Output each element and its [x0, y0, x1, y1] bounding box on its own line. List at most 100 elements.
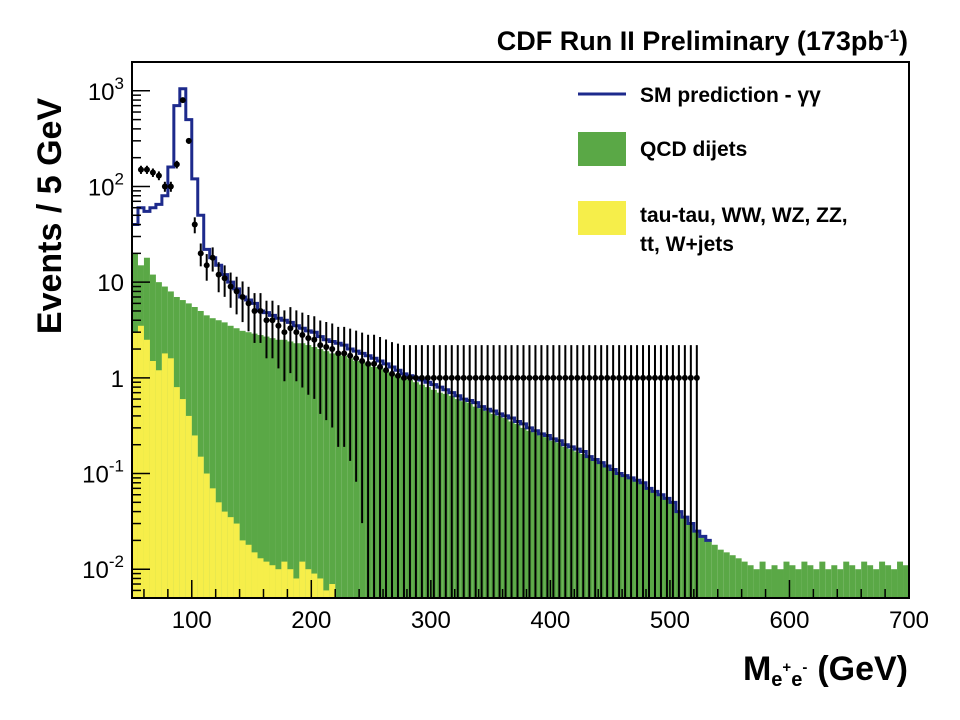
qcd-bar [245, 332, 252, 598]
data-point [245, 300, 252, 307]
data-point [669, 374, 676, 381]
qcd-bar [269, 338, 276, 598]
data-point [598, 374, 605, 381]
data-point [233, 288, 240, 295]
qcd-bar [275, 339, 282, 598]
data-point [478, 374, 485, 381]
data-point [562, 374, 569, 381]
qcd-bar [251, 333, 258, 598]
plot-area: 100 200 300 400 500 600 700 10-2 10-1 1 10 102 103 [82, 61, 929, 634]
data-point [430, 374, 437, 381]
qcd-bar [711, 544, 718, 598]
qcd-bar [903, 565, 909, 598]
ewk-bar [143, 339, 150, 598]
data-point [616, 374, 623, 381]
data-point [693, 374, 700, 381]
qcd-bar [311, 347, 318, 598]
legend: SM prediction - γγ QCD dijets tau-tau, W… [578, 84, 848, 256]
qcd-bar [891, 569, 898, 598]
data-point [568, 374, 575, 381]
plot-border [131, 61, 910, 599]
axis-ticks: 100 200 300 400 500 600 700 10-2 10-1 1 10 102 103 [82, 61, 929, 634]
qcd-bar [197, 310, 204, 598]
qcd-bar [771, 565, 778, 598]
qcd-bar [335, 353, 342, 598]
data-point [203, 262, 210, 269]
x-tick-label: 100 [172, 607, 212, 634]
qcd-bar [831, 565, 838, 598]
qcd-bar [263, 336, 270, 598]
qcd-bar [209, 318, 216, 598]
ewk-bar [137, 325, 144, 598]
series-data [137, 97, 700, 598]
data-point [347, 352, 354, 359]
data-point [526, 374, 533, 381]
data-point [143, 166, 150, 173]
ewk-bar [257, 558, 264, 598]
qcd-bar [729, 555, 736, 598]
series-ewk [132, 325, 336, 598]
qcd-bar [801, 561, 808, 598]
data-point [442, 374, 449, 381]
ewk-bar [323, 590, 330, 598]
data-point [317, 342, 324, 349]
data-point [484, 374, 491, 381]
data-point [239, 293, 246, 300]
qcd-bar [215, 320, 222, 598]
qcd-bar [813, 569, 820, 598]
qcd-bar [329, 353, 336, 598]
data-point [257, 307, 264, 314]
qcd-bar [789, 565, 796, 598]
data-point [646, 374, 653, 381]
data-point [388, 370, 395, 377]
data-point [365, 360, 372, 367]
y-tick-label: 103 [88, 74, 124, 106]
data-point [520, 374, 527, 381]
x-tick-label: 500 [650, 607, 690, 634]
qcd-bar [837, 569, 844, 598]
ewk-bar [293, 578, 300, 598]
ewk-bar [197, 456, 204, 598]
qcd-bar [849, 565, 856, 598]
data-point [383, 367, 390, 374]
qcd-bar [855, 569, 862, 598]
qcd-bar [717, 549, 724, 598]
qcd-bar [885, 565, 892, 598]
data-point [137, 166, 144, 173]
qcd-bar [203, 315, 210, 598]
qcd-bar [299, 343, 306, 598]
data-point [335, 350, 342, 357]
qcd-bar [759, 561, 766, 598]
qcd-bar [699, 536, 706, 598]
ewk-bar [215, 502, 222, 598]
legend-swatch-ewk [578, 201, 626, 235]
data-point [287, 325, 294, 332]
legend-swatch-qcd [578, 132, 626, 166]
qcd-bar [819, 561, 826, 598]
ewk-bar [233, 523, 240, 598]
data-point [460, 374, 467, 381]
legend-label-ewk-line1: tau-tau, WW, WZ, ZZ, [640, 204, 848, 227]
data-point [634, 374, 641, 381]
qcd-bar [227, 325, 234, 598]
data-point [640, 374, 647, 381]
data-point [400, 374, 407, 381]
x-tick-label: 600 [769, 607, 809, 634]
data-point [406, 374, 413, 381]
data-point [532, 374, 539, 381]
data-point [538, 374, 545, 381]
data-point [622, 374, 629, 381]
y-tick-label: 10 [97, 270, 124, 297]
data-point [586, 374, 593, 381]
qcd-bar [239, 330, 246, 598]
legend-label-qcd: QCD dijets [640, 138, 747, 161]
ewk-bar [227, 517, 234, 598]
data-point [263, 317, 270, 324]
ewk-bar [245, 544, 252, 598]
data-point [556, 374, 563, 381]
qcd-bar [777, 569, 784, 598]
data-point [305, 335, 312, 342]
data-point [209, 254, 216, 261]
qcd-bar [233, 328, 240, 598]
y-tick-label: 102 [88, 169, 124, 201]
